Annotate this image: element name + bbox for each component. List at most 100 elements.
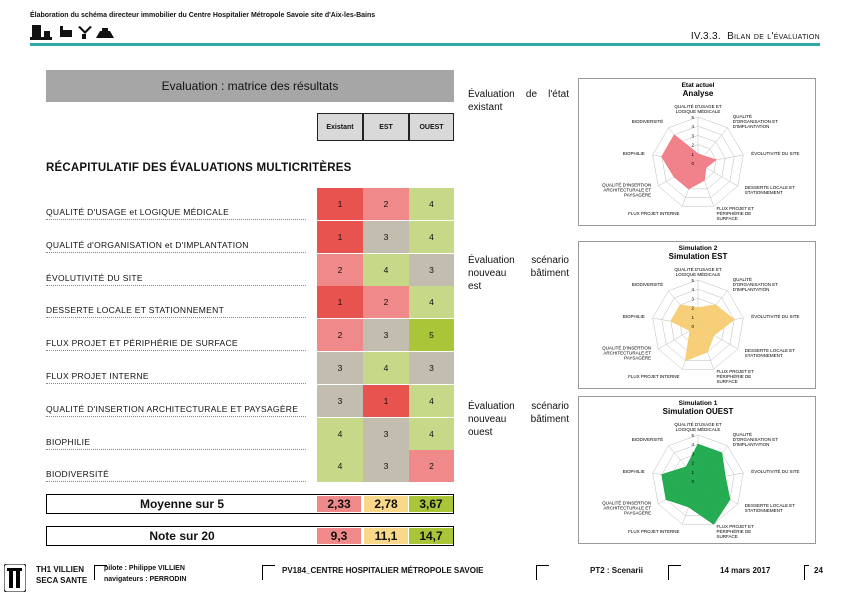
- radar-axis-label: BIOPHILIE: [623, 151, 645, 156]
- caption-line: Évaluation scénario: [468, 255, 569, 266]
- score-cell: 3: [317, 352, 363, 384]
- footer-company-1: TH1 VILLIEN: [36, 565, 85, 574]
- criteria-row: FLUX PROJET INTERNE 3 4 3: [46, 352, 454, 384]
- caption-line: ouest: [468, 427, 493, 438]
- criteria-label: QUALITÉ d'ORGANISATION et D'IMPLANTATION: [46, 239, 249, 250]
- score-cell: 4: [409, 417, 454, 450]
- score-cell: 2: [363, 286, 409, 319]
- radar-tick-label: 3: [691, 451, 694, 456]
- row-divider: [46, 284, 306, 286]
- criteria-label: DESSERTE LOCALE ET STATIONNEMENT: [46, 305, 225, 316]
- column-header-est: EST: [363, 113, 409, 141]
- score-cell: 5: [409, 319, 454, 352]
- average-est: 2,78: [364, 496, 408, 512]
- recap-title: RÉCAPITULATIF DES ÉVALUATIONS MULTICRITÈ…: [46, 162, 352, 174]
- score-existant: 9,3: [317, 528, 361, 544]
- score-row: Note sur 20 9,3 11,1 14,7: [46, 526, 454, 546]
- radar-gridline: [661, 443, 735, 516]
- radar-tick-label: 4: [691, 287, 694, 292]
- radar-chart-existant: Etat actuel Analyse 5 4 3 2 1 0 QUALITÉ D'USAGE …: [578, 78, 816, 226]
- evaluation-caption-est: Évaluation scénario nouveau bâtiment est: [468, 254, 569, 293]
- footer-page-number: 24: [814, 566, 823, 575]
- score-label: Note sur 20: [149, 528, 215, 543]
- score-cell: 1: [317, 188, 363, 220]
- average-label: Moyenne sur 5: [139, 496, 225, 511]
- header-rule: [30, 43, 820, 46]
- score-cell: 4: [317, 450, 363, 483]
- score-cell: 3: [363, 220, 409, 253]
- criteria-label: BIODIVERSITÉ: [46, 469, 110, 480]
- radar-tick-label: 3: [691, 296, 694, 301]
- section-number: IV.3.3.: [690, 31, 721, 42]
- radar-axis-label: FLUX PROJET INTERNE: [628, 529, 679, 534]
- chart-title: Simulation OUEST: [663, 407, 734, 416]
- radar-axis-label: ÉVOLUTIVITÉ DU SITE: [751, 468, 799, 474]
- criteria-row: QUALITÉ D'USAGE et LOGIQUE MÉDICALE 1 2 4: [46, 188, 454, 220]
- radar-axis-label: QUALITÉ D'ORGANISATION ET D'IMPLANTATION: [733, 276, 779, 292]
- evaluation-caption-ouest: Évaluation scénario nouveau bâtiment oue…: [468, 400, 569, 439]
- caption-line: est: [468, 281, 482, 292]
- average-existant: 2,33: [317, 496, 361, 512]
- radar-axis-label: FLUX PROJET ET PÉRIPHÉRIE DE SURFACE: [717, 524, 755, 539]
- score-cell: 3: [409, 352, 454, 384]
- company-logo-icon: [4, 564, 26, 592]
- criteria-row: BIODIVERSITÉ 4 3 2: [46, 450, 454, 483]
- criteria-label: QUALITÉ D'INSERTION ARCHITECTURALE ET PA…: [46, 403, 299, 414]
- score-cell: 2: [317, 253, 363, 286]
- footer-date: 14 mars 2017: [720, 566, 771, 575]
- score-cell: 1: [363, 384, 409, 417]
- score-cell: 1: [317, 220, 363, 253]
- score-est: 11,1: [364, 528, 408, 544]
- caption-line: nouveau bâtiment: [468, 414, 569, 425]
- score-cell: 3: [363, 450, 409, 483]
- radar-series-area: [661, 134, 717, 190]
- score-cell: 3: [363, 319, 409, 352]
- criteria-row: BIOPHILIE 4 3 4: [46, 417, 454, 450]
- evaluation-caption-existant: Évaluation de l'état existant: [468, 88, 569, 114]
- radar-axis-label: BIOPHILIE: [623, 314, 645, 319]
- footer-navigateurs: navigateurs : PERRODIN: [104, 576, 187, 583]
- radar-chart-est: Simulation 2 Simulation EST 5 4 3 2 1 0 QUALITÉ …: [578, 241, 816, 389]
- footer-company-2: SECA SANTE: [36, 576, 88, 585]
- radar-tick-label: 4: [691, 124, 694, 129]
- footer-pilote: pilote : Philippe VILLIEN: [104, 565, 185, 572]
- row-divider: [46, 317, 306, 319]
- chart-subtitle: Etat actuel: [682, 82, 715, 89]
- score-cell: 4: [317, 417, 363, 450]
- partner-logos: [30, 25, 114, 40]
- caption-line: Évaluation de l'état: [468, 89, 569, 100]
- footer-divider: [668, 565, 681, 580]
- footer: TH1 VILLIEN SECA SANTE pilote : Philippe…: [0, 562, 842, 596]
- radar-tick-label: 2: [691, 461, 694, 466]
- row-divider: [46, 448, 306, 450]
- score-ouest: 14,7: [409, 528, 453, 544]
- radar-gridline: [652, 279, 744, 370]
- radar-axis-label: QUALITÉ D'USAGE ET LOGIQUE MÉDICALE: [674, 421, 722, 432]
- radar-tick-label: 0: [691, 479, 694, 484]
- radar-tick-label: 3: [691, 133, 694, 138]
- matrix-banner: Evaluation : matrice des résultats: [46, 70, 454, 102]
- criteria-label: BIOPHILIE: [46, 436, 91, 447]
- footer-divider: [536, 565, 549, 580]
- radar-gridline: [652, 116, 744, 207]
- criteria-label: QUALITÉ D'USAGE et LOGIQUE MÉDICALE: [46, 207, 230, 217]
- radar-axis-label: QUALITÉ D'INSERTION ARCHITECTURALE ET PAYS…: [602, 345, 651, 361]
- radar-tick-label: 0: [691, 324, 694, 329]
- score-cell: 4: [409, 286, 454, 319]
- footer-phase: PT2 : Scenarii: [590, 566, 643, 575]
- radar-chart-ouest: Simulation 1 Simulation OUEST 5 4 3 2 1 0 QUALIT…: [578, 396, 816, 544]
- radar-tick-label: 2: [691, 143, 694, 148]
- criteria-row: ÉVOLUTIVITÉ DU SITE 2 4 3: [46, 253, 454, 286]
- score-cell: 1: [317, 286, 363, 319]
- score-cell: 2: [409, 450, 454, 483]
- radar-axis-label: QUALITÉ D'INSERTION ARCHITECTURALE ET PAYS…: [602, 182, 651, 198]
- radar-axis-label: BIODIVERSITÉ: [632, 436, 664, 442]
- radar-axis-label: BIOPHILIE: [623, 469, 645, 474]
- score-cell: 4: [409, 188, 454, 220]
- radar-tick-label: 1: [691, 315, 694, 320]
- radar-axis-label: BIODIVERSITÉ: [632, 118, 664, 124]
- radar-tick-label: 1: [691, 470, 694, 475]
- score-cell: 2: [363, 188, 409, 220]
- row-divider: [46, 383, 306, 384]
- radar-series-area: [670, 304, 735, 362]
